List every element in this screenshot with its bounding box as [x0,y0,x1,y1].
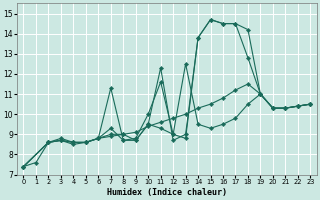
X-axis label: Humidex (Indice chaleur): Humidex (Indice chaleur) [107,188,227,197]
